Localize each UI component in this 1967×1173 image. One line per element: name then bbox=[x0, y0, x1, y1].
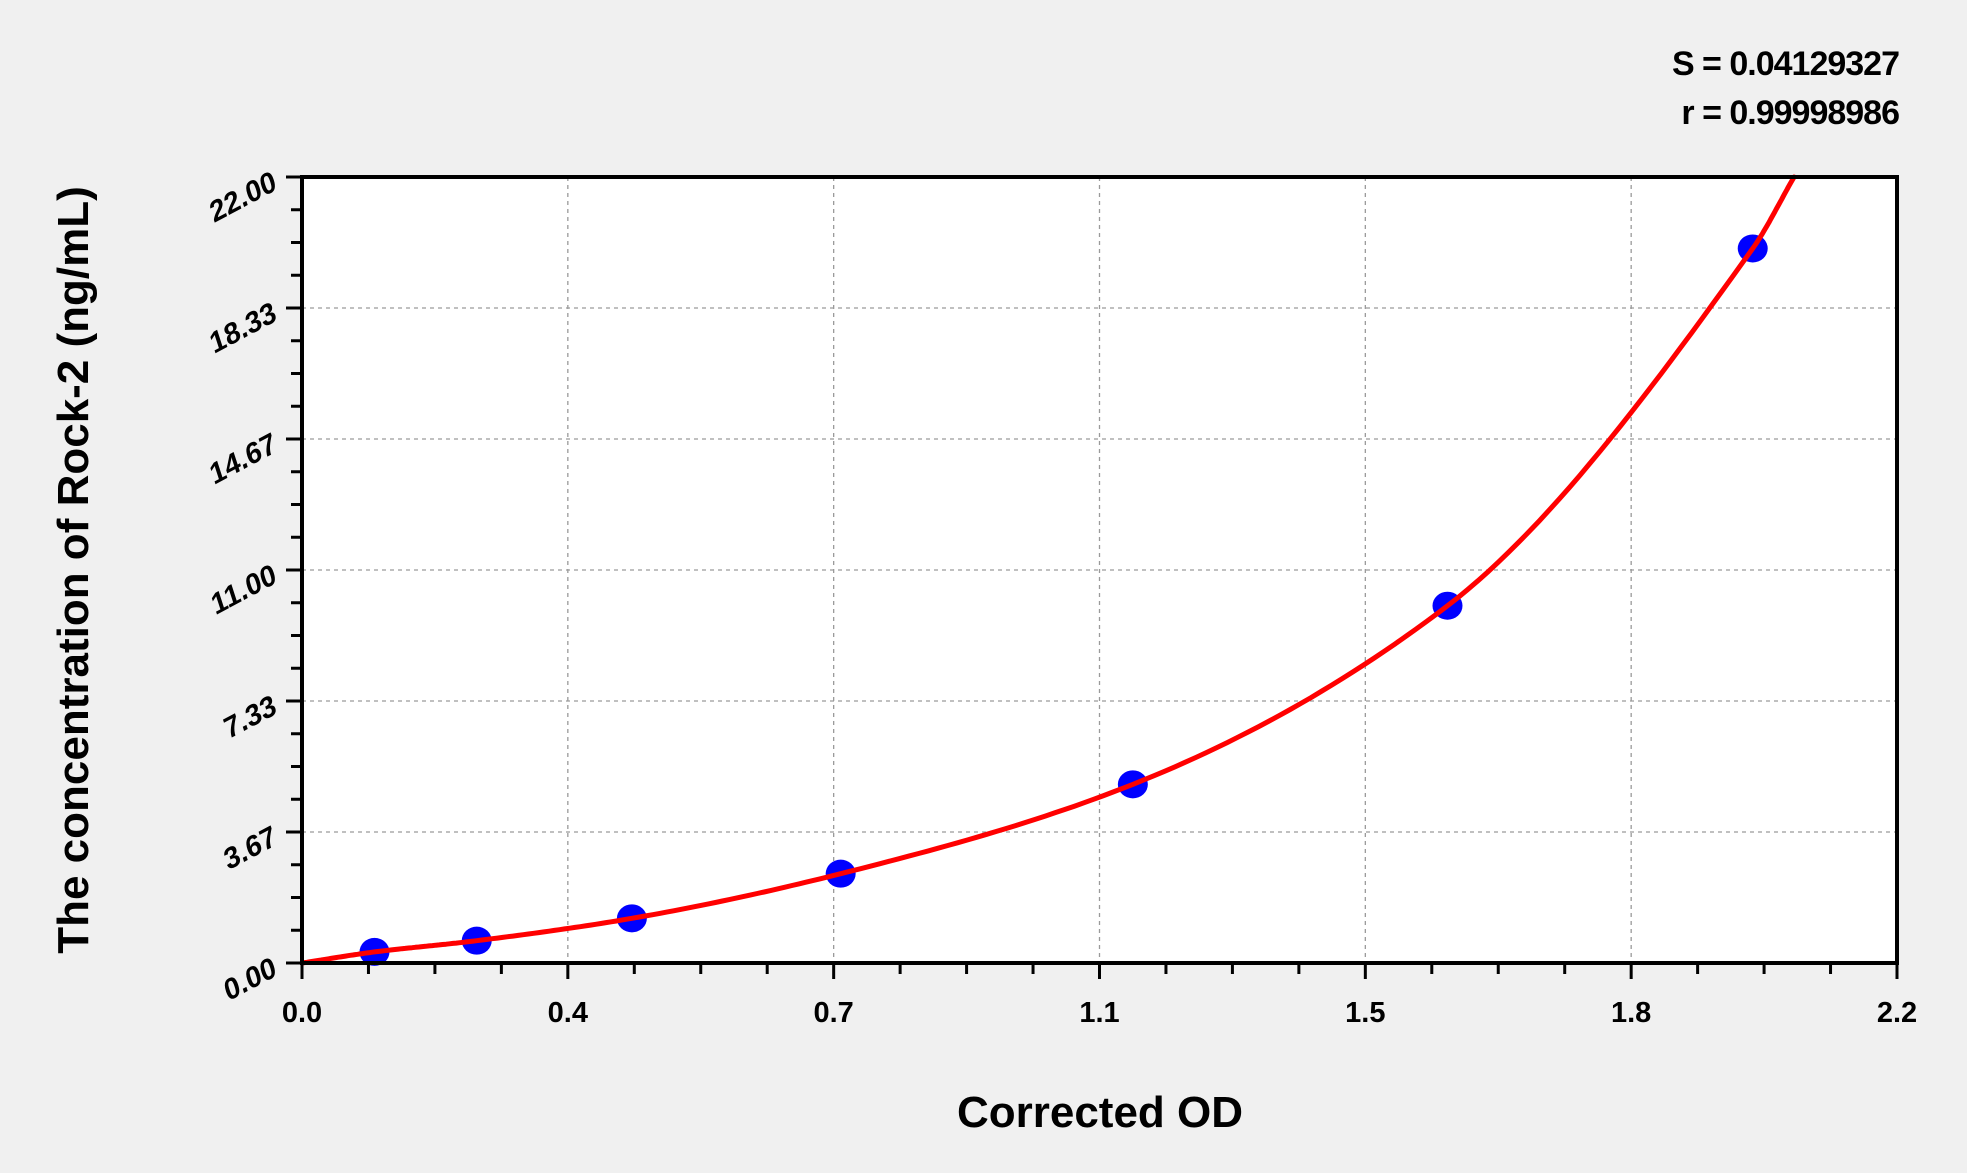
x-tick-label: 1.8 bbox=[1611, 997, 1651, 1029]
x-axis-title: Corrected OD bbox=[957, 1088, 1243, 1137]
s-value-annotation: S = 0.04129327 bbox=[1672, 45, 1899, 83]
grid-lines bbox=[302, 177, 1897, 963]
y-axis-title: The concentration of Rock-2 (ng/mL) bbox=[49, 186, 98, 954]
x-tick-label: 0.0 bbox=[282, 997, 322, 1029]
fit-curve-line bbox=[299, 174, 1797, 966]
x-tick-label: 0.4 bbox=[548, 997, 588, 1029]
r-value-annotation: r = 0.99998986 bbox=[1681, 94, 1899, 132]
x-tick-label: 1.1 bbox=[1079, 997, 1119, 1029]
fit-curve-layer bbox=[299, 174, 1797, 966]
x-tick-label: 1.5 bbox=[1345, 997, 1385, 1029]
x-tick-label: 2.2 bbox=[1877, 997, 1917, 1029]
x-tick-labels: 0.0 0.4 0.7 1.1 1.5 1.8 2.2 bbox=[282, 997, 1917, 1029]
axis-ticks bbox=[286, 175, 1899, 979]
x-tick-label: 0.7 bbox=[814, 997, 854, 1029]
